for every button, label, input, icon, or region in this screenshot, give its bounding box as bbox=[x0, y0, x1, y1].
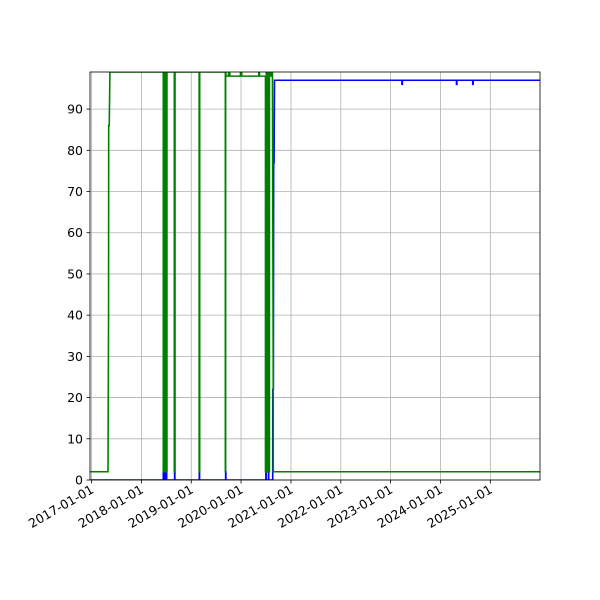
series-line-2 bbox=[90, 72, 540, 473]
y-tick-label: 20 bbox=[67, 390, 83, 405]
series-line-1 bbox=[90, 79, 540, 480]
y-tick-label: 60 bbox=[67, 225, 83, 240]
y-tick-label: 50 bbox=[67, 266, 83, 281]
y-tick-label: 40 bbox=[67, 308, 83, 323]
y-tick-label: 90 bbox=[67, 102, 83, 117]
y-tick-label: 0 bbox=[75, 473, 83, 488]
y-tick-label: 30 bbox=[67, 349, 83, 364]
plot-frame bbox=[89, 71, 541, 481]
plot-area bbox=[90, 72, 540, 480]
series-group bbox=[90, 72, 540, 480]
y-tick-label: 70 bbox=[67, 184, 83, 199]
y-tick-label: 10 bbox=[67, 431, 83, 446]
y-tick-label: 80 bbox=[67, 143, 83, 158]
